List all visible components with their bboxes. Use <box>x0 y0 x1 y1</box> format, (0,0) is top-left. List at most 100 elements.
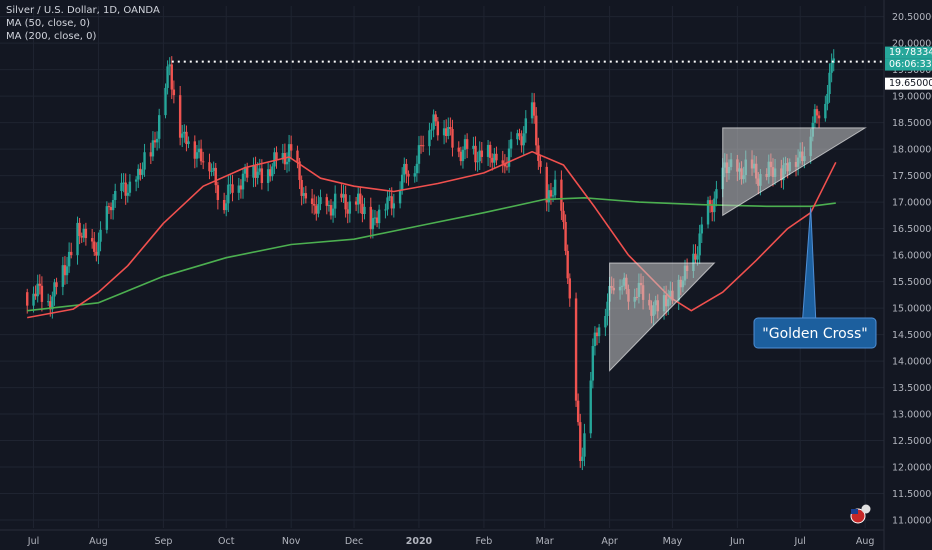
candle-body <box>386 197 389 210</box>
candle-body <box>245 167 249 178</box>
candle-body <box>300 179 303 196</box>
candle-body <box>532 102 536 116</box>
candle-body <box>331 208 335 216</box>
resistance-price-label-bg <box>885 77 932 90</box>
candle-body <box>105 206 109 230</box>
candle-body <box>377 209 381 224</box>
y-tick-label: 16.00000 <box>892 251 932 262</box>
candle-body <box>442 128 446 136</box>
candle-body <box>227 184 230 204</box>
y-tick-label: 14.00000 <box>892 357 932 368</box>
candle-body <box>340 193 343 198</box>
candle-body <box>143 152 146 170</box>
golden-cross-label: "Golden Cross" <box>762 326 867 342</box>
candle-body <box>501 160 504 164</box>
candle-body <box>491 157 494 163</box>
candle-body <box>495 153 498 161</box>
candle-body <box>405 163 408 174</box>
candle-body <box>256 171 259 178</box>
candle-body <box>419 145 423 147</box>
candle-body <box>26 292 29 306</box>
candle-body <box>271 166 274 177</box>
candle-body <box>824 103 827 119</box>
candle-body <box>225 203 228 211</box>
candle-body <box>522 133 525 146</box>
notification-badge-icon <box>861 504 871 514</box>
candle-body <box>503 163 507 167</box>
candle-body <box>183 131 186 134</box>
candle-body <box>310 198 314 204</box>
x-tick-label: Feb <box>475 536 492 547</box>
candle-body <box>711 205 714 213</box>
candle-body <box>84 228 88 239</box>
candle-body <box>520 136 523 146</box>
candle-body <box>493 153 496 163</box>
candle-body <box>170 64 173 90</box>
candle-body <box>97 241 100 256</box>
y-tick-label: 16.50000 <box>892 224 932 235</box>
candle-body <box>413 173 416 177</box>
candle-body <box>296 150 299 162</box>
candle-body <box>269 169 272 177</box>
y-tick-label: 14.50000 <box>892 330 932 341</box>
x-tick-label: 2020 <box>406 536 433 547</box>
flag-icon-canton <box>851 509 858 514</box>
candle-body <box>415 163 419 174</box>
y-tick-label: 19.00000 <box>892 92 932 103</box>
candle-body <box>692 253 695 271</box>
x-tick-label: Oct <box>218 536 235 547</box>
ma200-line <box>27 197 836 312</box>
candle-body <box>551 195 555 197</box>
candle-body <box>700 224 703 234</box>
candle-body <box>606 301 609 316</box>
candle-body <box>392 203 396 209</box>
candle-body <box>201 161 205 163</box>
candle-body <box>363 206 366 215</box>
candle-body <box>545 166 548 203</box>
candle-body <box>36 283 39 297</box>
candle-body <box>287 144 291 162</box>
candle-body <box>524 118 527 134</box>
candle-body <box>562 210 565 222</box>
candle-body <box>715 189 718 199</box>
candle-body <box>581 456 584 462</box>
candle-body <box>432 114 435 130</box>
x-tick-label: Jun <box>729 536 745 547</box>
candles <box>26 49 835 471</box>
overlays: "Golden Cross" <box>171 60 884 524</box>
y-tick-label: 12.00000 <box>892 463 932 474</box>
candle-body <box>516 133 519 140</box>
ma200-legend: MA (200, close, 0) <box>6 31 97 42</box>
x-tick-label: Dec <box>345 536 363 547</box>
candle-body <box>185 131 188 145</box>
candle-body <box>589 380 592 434</box>
x-tick-label: Sep <box>154 536 172 547</box>
ma50-path <box>27 150 837 319</box>
candle-body <box>537 145 540 161</box>
candle-body <box>289 144 293 151</box>
candle-body <box>436 121 440 136</box>
candle-body <box>319 197 322 205</box>
candle-body <box>486 144 490 157</box>
candle-body <box>478 150 481 162</box>
candle-body <box>208 162 211 172</box>
candle-body <box>46 301 50 303</box>
ma200-path <box>27 197 836 312</box>
candle-body <box>342 194 345 198</box>
countdown-label-bg <box>885 58 932 71</box>
candle-body <box>298 161 301 180</box>
candle-body <box>258 168 261 172</box>
candle-body <box>465 139 469 149</box>
candle-body <box>371 218 375 230</box>
candle-body <box>706 200 710 225</box>
candle-body <box>214 167 217 186</box>
last-price-label: 19.78334 <box>889 47 932 58</box>
candle-body <box>333 193 337 209</box>
last-price-label-bg <box>885 46 932 59</box>
candle-body <box>302 193 305 196</box>
candle-body <box>76 222 79 256</box>
candle-body <box>579 422 582 462</box>
candle-body <box>158 115 161 139</box>
candle-body <box>241 173 245 190</box>
